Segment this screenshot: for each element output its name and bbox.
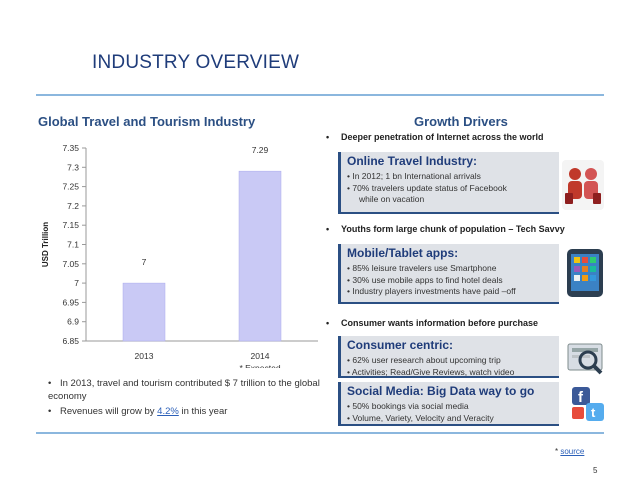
y-tick-label: 7.15: [62, 220, 79, 230]
online-travel-title: Online Travel Industry:: [347, 154, 478, 168]
page-title: INDUSTRY OVERVIEW: [92, 52, 300, 73]
right-heading: Growth Drivers: [414, 114, 508, 129]
driver-3-text: Consumer wants information before purcha…: [341, 318, 539, 328]
source-link[interactable]: source: [560, 447, 585, 456]
y-tick-label: 7.1: [67, 240, 79, 250]
online-travel-line-3: while on vacation: [359, 194, 425, 204]
mobile-apps-icon: [566, 248, 604, 298]
source-note: * source: [555, 447, 584, 456]
bullet-dot: •: [48, 406, 52, 417]
mobile-apps-line-1: • 85% leisure travelers use Smartphone: [347, 263, 497, 273]
driver-3: • Consumer wants information before purch…: [326, 318, 539, 328]
left-heading: Global Travel and Tourism Industry: [38, 114, 256, 129]
social-media-box: Social Media: Big Data way to go • 50% b…: [338, 382, 559, 426]
driver-2-text: Youths form large chunk of population – …: [341, 224, 565, 234]
consumer-centric-box: Consumer centric: • 62% user research ab…: [338, 336, 559, 378]
svg-text:f: f: [578, 389, 584, 406]
magnifier-research-icon: [566, 340, 606, 376]
online-travel-line-2: • 70% travelers update status of Faceboo…: [347, 182, 507, 193]
online-travel-box: Online Travel Industry: • In 2012; 1 bn …: [338, 152, 559, 214]
title-divider: [36, 94, 604, 96]
online-travel-line-1: • In 2012; 1 bn International arrivals: [347, 171, 481, 181]
revenue-bar-chart: 6.85 6.9 6.95 7 7.05 7.1 7.15 7.2 7.25 7.3 7.35 USD…: [41, 143, 318, 368]
source-prefix: *: [555, 447, 561, 456]
driver-1: • Deeper penetration of Internet across t…: [326, 132, 544, 142]
y-tick-label: 7.3: [67, 162, 79, 172]
mobile-apps-title: Mobile/Tablet apps:: [347, 246, 459, 260]
footer-divider: [36, 432, 604, 434]
social-media-icon: f t: [570, 385, 606, 425]
x-tick-label-2013: 2013: [135, 351, 154, 361]
bullet-2-text: Revenues will grow by: [60, 406, 158, 417]
driver-2: • Youths form large chunk of population –…: [326, 224, 565, 234]
bar-2013: [122, 282, 166, 342]
mobile-apps-line-2: • 30% use mobile apps to find hotel deal…: [347, 274, 503, 285]
y-tick-label: 7: [74, 278, 79, 288]
page-number: 5: [593, 466, 598, 475]
y-tick-label: 7.25: [62, 182, 79, 192]
bar-2014: [238, 170, 282, 342]
bullet-1-text: In 2013, travel and tourism contributed …: [48, 378, 320, 402]
bullet-2-suffix: in this year: [178, 406, 228, 417]
y-tick-label: 7.35: [62, 143, 79, 153]
svg-text:t: t: [591, 405, 596, 420]
y-tick-label: 6.85: [62, 336, 79, 346]
left-bullet-2: • Revenues will grow by 4.2% in this year: [48, 405, 333, 418]
driver-1-text: Deeper penetration of Internet across th…: [341, 132, 544, 142]
consumer-centric-line-2: • Activities; Read/Give Reviews, watch v…: [347, 366, 515, 377]
people-travel-icon: [562, 160, 604, 210]
left-bullet-1: • In 2013, travel and tourism contributed…: [48, 377, 333, 403]
y-tick-label: 6.9: [67, 317, 79, 327]
consumer-centric-title: Consumer centric:: [347, 338, 454, 352]
x-tick-label-2014: 2014: [251, 351, 270, 361]
social-media-line-2: • Volume, Variety, Velocity and Veracity: [347, 412, 494, 423]
data-label-2014: 7.29: [252, 145, 269, 155]
y-axis-label: USD Trillion: [41, 222, 50, 267]
expected-note: * Expected: [239, 363, 280, 368]
y-tick-label: 7.2: [67, 201, 79, 211]
consumer-centric-line-1: • 62% user research about upcoming trip: [347, 355, 501, 365]
bullet-dot: •: [48, 378, 52, 389]
y-tick-label: 7.05: [62, 259, 79, 269]
social-media-line-1: • 50% bookings via social media: [347, 401, 469, 411]
y-tick-label: 6.95: [62, 297, 79, 307]
data-label-2013: 7: [142, 257, 147, 267]
growth-rate-link[interactable]: 4.2%: [157, 406, 179, 417]
mobile-apps-box: Mobile/Tablet apps: • 85% leisure travel…: [338, 244, 559, 304]
mobile-apps-line-3: • Industry players investments have paid…: [347, 286, 516, 296]
social-media-title: Social Media: Big Data way to go: [347, 384, 535, 398]
